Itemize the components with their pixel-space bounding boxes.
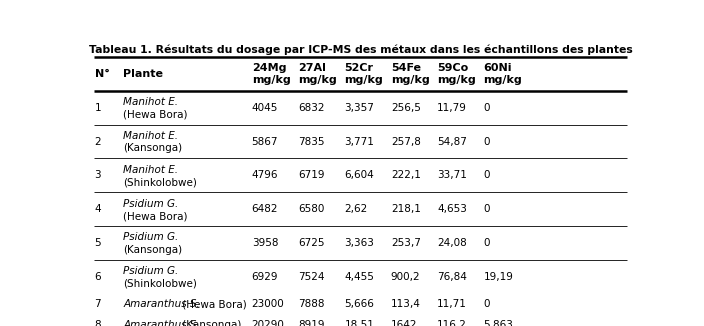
Text: (Kansonga): (Kansonga) [123, 245, 182, 255]
Text: Manihot E.: Manihot E. [123, 97, 179, 107]
Text: 3,363: 3,363 [344, 238, 375, 248]
Text: (Hewa Bora): (Hewa Bora) [123, 211, 188, 221]
Text: 4,653: 4,653 [437, 204, 467, 214]
Text: 60Ni
mg/kg: 60Ni mg/kg [484, 63, 522, 85]
Text: 4,455: 4,455 [344, 272, 375, 282]
Text: 4045: 4045 [252, 103, 278, 113]
Text: (Shinkolobwe): (Shinkolobwe) [123, 279, 197, 289]
Text: Psidium G.: Psidium G. [123, 199, 179, 209]
Text: 1: 1 [94, 103, 101, 113]
Text: 0: 0 [484, 103, 490, 113]
Text: 18,51: 18,51 [344, 319, 375, 326]
Text: (Kansonga): (Kansonga) [180, 319, 241, 326]
Text: 6719: 6719 [298, 170, 325, 180]
Text: 23000: 23000 [252, 299, 284, 309]
Text: 24Mg
mg/kg: 24Mg mg/kg [252, 63, 291, 85]
Text: 6725: 6725 [298, 238, 325, 248]
Text: 113,4: 113,4 [391, 299, 421, 309]
Text: 7524: 7524 [298, 272, 325, 282]
Text: Plante: Plante [123, 69, 163, 79]
Text: 4796: 4796 [252, 170, 278, 180]
Text: 0: 0 [484, 299, 490, 309]
Text: 5,666: 5,666 [344, 299, 375, 309]
Text: 7: 7 [94, 299, 101, 309]
Text: 0: 0 [484, 170, 490, 180]
Text: (Hewa Bora): (Hewa Bora) [123, 110, 188, 119]
Text: 3,771: 3,771 [344, 137, 375, 146]
Text: 6,604: 6,604 [344, 170, 375, 180]
Text: 257,8: 257,8 [391, 137, 421, 146]
Text: 900,2: 900,2 [391, 272, 420, 282]
Text: (Hewa Bora): (Hewa Bora) [180, 299, 247, 309]
Text: 7888: 7888 [298, 299, 325, 309]
Text: 1642: 1642 [391, 319, 417, 326]
Text: 4: 4 [94, 204, 101, 214]
Text: 116,2: 116,2 [437, 319, 467, 326]
Text: Manihot E.: Manihot E. [123, 131, 179, 141]
Text: 0: 0 [484, 137, 490, 146]
Text: 24,08: 24,08 [437, 238, 467, 248]
Text: 20290: 20290 [252, 319, 284, 326]
Text: 8919: 8919 [298, 319, 325, 326]
Text: 7835: 7835 [298, 137, 325, 146]
Text: 6482: 6482 [252, 204, 278, 214]
Text: 6832: 6832 [298, 103, 325, 113]
Text: 3958: 3958 [252, 238, 278, 248]
Text: N°: N° [94, 69, 109, 79]
Text: 27Al
mg/kg: 27Al mg/kg [298, 63, 337, 85]
Text: 5,863: 5,863 [484, 319, 513, 326]
Text: 3: 3 [94, 170, 101, 180]
Text: 5867: 5867 [252, 137, 278, 146]
Text: 54,87: 54,87 [437, 137, 467, 146]
Text: Psidium G.: Psidium G. [123, 232, 179, 243]
Text: (Kansonga): (Kansonga) [123, 143, 182, 153]
Text: 59Co
mg/kg: 59Co mg/kg [437, 63, 476, 85]
Text: 6929: 6929 [252, 272, 278, 282]
Text: 33,71: 33,71 [437, 170, 467, 180]
Text: Manihot E.: Manihot E. [123, 165, 179, 175]
Text: 218,1: 218,1 [391, 204, 421, 214]
Text: 52Cr
mg/kg: 52Cr mg/kg [344, 63, 383, 85]
Text: (Shinkolobwe): (Shinkolobwe) [123, 177, 197, 187]
Text: 76,84: 76,84 [437, 272, 467, 282]
Text: 11,71: 11,71 [437, 299, 467, 309]
Text: 0: 0 [484, 238, 490, 248]
Text: Psidium G.: Psidium G. [123, 266, 179, 276]
Text: Amaranthus S.: Amaranthus S. [123, 299, 200, 309]
Text: Tableau 1. Résultats du dosage par ICP-MS des métaux dans les échantillons des p: Tableau 1. Résultats du dosage par ICP-M… [89, 45, 633, 55]
Text: 2,62: 2,62 [344, 204, 367, 214]
Text: 54Fe
mg/kg: 54Fe mg/kg [391, 63, 429, 85]
Text: 11,79: 11,79 [437, 103, 467, 113]
Text: 0: 0 [484, 204, 490, 214]
Text: Amaranthus S.: Amaranthus S. [123, 319, 200, 326]
Text: 253,7: 253,7 [391, 238, 421, 248]
Text: 19,19: 19,19 [484, 272, 513, 282]
Text: 256,5: 256,5 [391, 103, 421, 113]
Text: 3,357: 3,357 [344, 103, 375, 113]
Text: 6: 6 [94, 272, 101, 282]
Text: 2: 2 [94, 137, 101, 146]
Text: 222,1: 222,1 [391, 170, 421, 180]
Text: 6580: 6580 [298, 204, 325, 214]
Text: 5: 5 [94, 238, 101, 248]
Text: 8: 8 [94, 319, 101, 326]
